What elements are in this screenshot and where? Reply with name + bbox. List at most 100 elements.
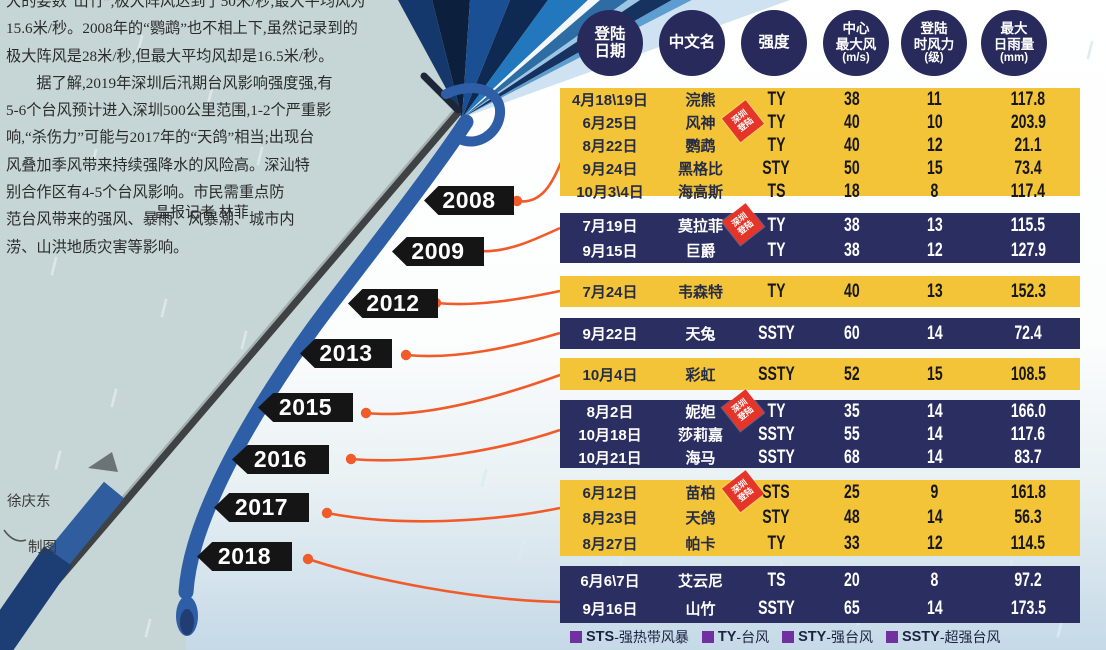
cell-name: 风神 深圳 登陆 xyxy=(660,99,765,142)
cell-name: 韦森特 xyxy=(660,281,741,302)
cell-intensity: TY xyxy=(741,111,811,134)
cell-date: 6月6\7日 xyxy=(560,570,660,591)
date-value: 10月18日 xyxy=(578,427,642,444)
cell-name: 妮妲 深圳 登陆 xyxy=(660,388,765,431)
cell-wind: 68 xyxy=(811,446,893,469)
article-line: 5-6个台风预计进入深圳500公里范围,1-2个严重影 xyxy=(6,102,332,120)
cell-intensity: TY xyxy=(741,214,811,237)
cell-rain: 97.2 xyxy=(976,569,1080,592)
cell-wind: 50 xyxy=(811,157,893,180)
cell-name: 艾云尼 xyxy=(660,570,741,591)
intensity-value: TY xyxy=(767,531,785,554)
wind-value: 25 xyxy=(844,481,860,504)
cell-date: 9月16日 xyxy=(560,598,660,619)
legend-swatch-icon xyxy=(782,631,795,643)
article-line: 15.6米/秒。2008年的“鹦鹉”也不相上下,虽然记录到的 xyxy=(6,20,358,38)
year-flag-label: 2008 xyxy=(442,187,496,213)
cell-name: 天鸽 xyxy=(660,507,741,528)
name-value: 妮妲 xyxy=(685,404,716,421)
cell-intensity: TY xyxy=(741,88,811,111)
cell-date: 6月12日 xyxy=(560,482,660,503)
date-value: 6月12日 xyxy=(582,485,638,503)
rain-value: 72.4 xyxy=(1014,322,1042,344)
cell-force: 10 xyxy=(893,111,976,134)
connector-curve-2017 xyxy=(326,506,561,523)
intensity-value: TY xyxy=(767,134,785,156)
cell-intensity: TY xyxy=(741,134,811,157)
cell-force: 11 xyxy=(893,88,976,111)
date-value: 9月24日 xyxy=(582,161,638,178)
left-background-region xyxy=(0,0,462,650)
article-line: 响,“杀伤力”可能与2017年的“天鸽”相当;出现台 xyxy=(6,129,315,147)
wind-value: 50 xyxy=(844,157,860,179)
legend-item-STY: STY -强台风 xyxy=(782,627,873,647)
umbrella-strap-loop-icon xyxy=(420,72,506,147)
cell-intensity: STY xyxy=(741,157,811,180)
wind-value: 60 xyxy=(844,322,860,344)
cell-force: 13 xyxy=(893,280,976,303)
column-header-force: 登陆 时风力 (级) xyxy=(901,10,967,76)
legend-label: -强台风 xyxy=(826,629,873,645)
rain-value: 21.1 xyxy=(1014,134,1042,156)
cell-name: 山竹 xyxy=(660,598,741,619)
rain-value: 117.8 xyxy=(1010,88,1046,110)
cell-force: 12 xyxy=(893,134,976,157)
legend-item-SSTY: SSTY -超强台风 xyxy=(885,627,1001,647)
connector-curve-2015 xyxy=(365,373,561,416)
credit-squiggle xyxy=(3,529,27,542)
cell-force: 14 xyxy=(893,322,976,345)
connector-dot-2013 xyxy=(400,349,412,361)
connector-curve-2008 xyxy=(516,159,564,203)
cell-wind: 20 xyxy=(811,569,893,592)
legend-swatch-icon xyxy=(570,631,582,643)
cell-force: 8 xyxy=(893,180,976,203)
connector-dot-2017 xyxy=(321,507,333,519)
cell-rain: 203.9 xyxy=(976,111,1080,134)
name-value: 艾云尼 xyxy=(677,572,723,590)
legend-code: STS xyxy=(586,629,615,645)
cell-rain: 173.5 xyxy=(976,597,1080,620)
intensity-value: TY xyxy=(767,280,785,302)
cell-date: 10月18日 xyxy=(560,424,660,445)
cell-force: 12 xyxy=(893,532,976,555)
cell-rain: 117.4 xyxy=(976,180,1080,203)
cell-intensity: TS xyxy=(741,569,811,592)
wind-value: 55 xyxy=(844,423,860,445)
force-value: 8 xyxy=(930,568,939,591)
date-value: 8月27日 xyxy=(582,535,638,553)
intensity-value: TY xyxy=(767,239,785,261)
cell-wind: 40 xyxy=(811,280,893,303)
legend: STS -强热带风暴 TY -台风 STY -强台风 SSTY -超强台风 xyxy=(570,627,1001,647)
column-header-line: 中心 xyxy=(842,21,870,37)
connector-curve-2012 xyxy=(435,289,561,306)
name-value: 天鸽 xyxy=(685,510,716,528)
column-header-line: 时风力 xyxy=(913,36,955,52)
year-flag-2017: 2017 xyxy=(214,493,309,522)
column-header-line: 最大风 xyxy=(835,36,877,52)
force-value: 11 xyxy=(927,88,942,110)
force-value: 14 xyxy=(926,400,943,422)
year-flag-label: 2016 xyxy=(253,446,308,472)
cell-force: 14 xyxy=(893,423,976,446)
cell-wind: 48 xyxy=(811,506,893,529)
cell-date: 8月22日 xyxy=(560,135,660,156)
cell-name: 天兔 xyxy=(660,323,741,344)
force-value: 14 xyxy=(926,506,943,529)
cell-name: 莎莉嘉 xyxy=(660,424,741,445)
date-value: 7月24日 xyxy=(582,284,638,301)
cell-rain: 127.9 xyxy=(976,239,1080,262)
cell-rain: 21.1 xyxy=(976,134,1080,157)
date-value: 9月15日 xyxy=(582,243,638,260)
cell-date: 7月24日 xyxy=(560,281,660,302)
wind-value: 40 xyxy=(844,134,860,156)
article-line: 风叠加季风带来持续强降水的风险高。深汕特 xyxy=(6,156,310,174)
cell-force: 9 xyxy=(893,481,976,504)
year-group-2012: 7月24日 韦森特 TY 40 13 152.3 xyxy=(560,276,1080,307)
rain-value: 203.9 xyxy=(1010,111,1046,133)
cell-rain: 72.4 xyxy=(976,322,1080,345)
date-value: 9月22日 xyxy=(582,326,638,343)
cell-date: 4月18\19日 xyxy=(560,89,660,110)
cell-date: 9月22日 xyxy=(560,323,660,344)
column-header-line: 中文名 xyxy=(668,34,716,52)
year-flag-label: 2012 xyxy=(366,290,420,316)
